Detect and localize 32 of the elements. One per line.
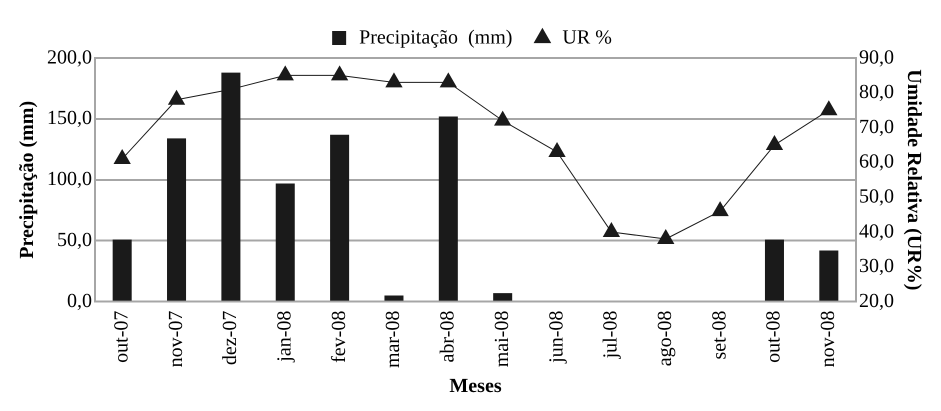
legend-label: Precipitação (mm) xyxy=(359,26,512,48)
x-tick-label: jul-08 xyxy=(600,310,622,360)
y2-axis-title: Umidade Relativa (UR%) xyxy=(902,69,925,290)
x-tick-label: jun-08 xyxy=(545,310,568,364)
x-tick-label: ago-08 xyxy=(654,310,676,366)
y2-tick-label: 80,0 xyxy=(859,81,894,104)
x-tick-label: fev-08 xyxy=(328,310,350,363)
x-tick-label: out-07 xyxy=(110,310,132,363)
y2-tick-label: 40,0 xyxy=(859,220,894,242)
y2-tick-label: 70,0 xyxy=(859,116,894,138)
y2-tick-label: 60,0 xyxy=(859,150,894,173)
y2-tick-label: 90,0 xyxy=(859,46,894,68)
x-tick-label: set-08 xyxy=(708,310,730,360)
y-tick-label: 50,0 xyxy=(57,228,92,251)
x-tick-label: mar-08 xyxy=(382,310,404,368)
x-axis-title: Meses xyxy=(449,375,502,398)
x-tick-label: abr-08 xyxy=(436,310,459,362)
x-tick-label: nov-07 xyxy=(164,310,187,368)
x-tick-label: dez-07 xyxy=(219,310,242,366)
x-tick-label: jan-08 xyxy=(274,310,296,363)
y-tick-label: 150,0 xyxy=(47,107,92,130)
y2-tick-label: 20,0 xyxy=(859,290,894,312)
y2-tick-label: 30,0 xyxy=(859,255,894,278)
y-axis-title: Precipitação (mm) xyxy=(16,100,38,259)
x-tick-label: mai-08 xyxy=(490,310,513,368)
x-tick-label: out-08 xyxy=(762,310,785,363)
y-tick-label: 200,0 xyxy=(47,46,92,68)
legend-label: UR % xyxy=(562,26,612,48)
x-tick-label: nov-08 xyxy=(817,310,840,368)
y2-tick-label: 50,0 xyxy=(859,185,894,208)
y-tick-label: 100,0 xyxy=(47,168,92,190)
y-tick-label: 0,0 xyxy=(67,290,92,312)
